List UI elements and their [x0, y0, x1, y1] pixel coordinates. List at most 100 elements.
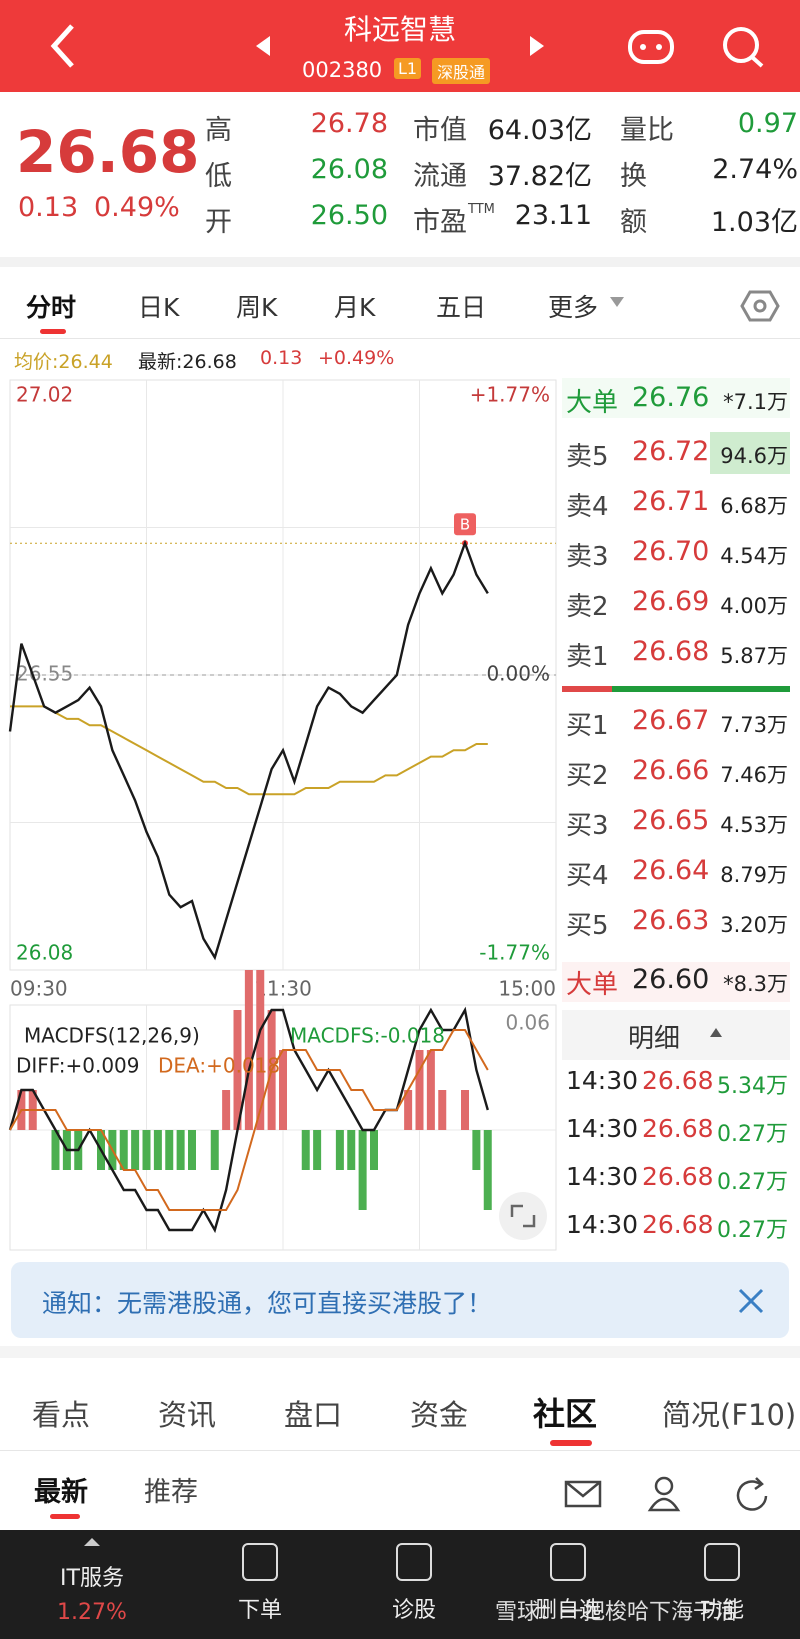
- book-label: 大单: [566, 388, 619, 418]
- chart-tab[interactable]: 五日: [436, 293, 487, 322]
- book-volume: 8.79万: [720, 863, 788, 887]
- refresh-icon[interactable]: [736, 1477, 768, 1511]
- series-line: [8, 539, 489, 961]
- book-price: 26.65: [632, 805, 710, 836]
- stat-label: 市盈: [413, 207, 467, 238]
- book-volume: 3.20万: [720, 913, 788, 937]
- stat-value: 64.03亿: [487, 115, 592, 146]
- trades-title[interactable]: 明细: [628, 1024, 681, 1054]
- book-label: 买1: [566, 711, 609, 741]
- chart-tab[interactable]: 周K: [236, 293, 278, 322]
- book-label: 卖1: [566, 642, 609, 672]
- mail-icon[interactable]: [564, 1480, 602, 1508]
- stat-label: 低: [205, 161, 232, 192]
- book-volume: 7.46万: [720, 763, 788, 787]
- sector-name[interactable]: IT服务: [60, 1566, 124, 1591]
- macd-bar: [426, 1050, 435, 1130]
- marker-badge: [454, 513, 476, 536]
- book-price: 26.63: [632, 905, 710, 936]
- sub-tab[interactable]: 最新: [34, 1477, 88, 1508]
- macd-bar: [142, 1130, 151, 1170]
- book-price: 26.60: [632, 964, 710, 995]
- section-tab[interactable]: 看点: [32, 1398, 91, 1432]
- user-icon[interactable]: [647, 1476, 681, 1512]
- nav-label[interactable]: 诊股: [391, 1598, 436, 1623]
- trades-header-bg: [562, 1010, 790, 1060]
- stock-code: 002380: [302, 58, 383, 82]
- change-pct: 0.49%: [94, 192, 180, 223]
- expand-button[interactable]: [499, 1192, 547, 1240]
- section-tab[interactable]: 盘口: [284, 1398, 343, 1432]
- badge: 深股通: [432, 58, 491, 84]
- book-volume: 4.54万: [720, 544, 788, 568]
- stat-label: 量比: [620, 115, 674, 146]
- nav-icon[interactable]: [550, 1543, 586, 1581]
- robot-icon[interactable]: [628, 30, 674, 64]
- nav-label[interactable]: 功能: [699, 1598, 744, 1623]
- tab-caret: [610, 297, 624, 307]
- book-label: 买3: [566, 811, 609, 841]
- feed-icons: [564, 1476, 768, 1512]
- stat-label: 高: [205, 115, 232, 146]
- series-line: [10, 705, 488, 796]
- sub-tab[interactable]: 推荐: [144, 1477, 198, 1508]
- back-icon[interactable]: [50, 24, 74, 68]
- macd-bar: [131, 1130, 140, 1170]
- chart-tab[interactable]: 更多: [548, 293, 599, 322]
- macd-title: MACDFS(12,26,9): [24, 1024, 200, 1048]
- book-volume: 4.53万: [720, 813, 788, 837]
- trades-caret: [710, 1028, 722, 1037]
- book-volume: 5.87万: [720, 644, 788, 668]
- chart-tab[interactable]: 月K: [334, 293, 376, 322]
- macd-bar: [210, 1130, 219, 1170]
- nav-label[interactable]: 删自选: [534, 1598, 601, 1623]
- book-price: 26.76: [632, 382, 710, 413]
- close-icon[interactable]: [736, 1286, 766, 1316]
- settings-icon[interactable]: [740, 288, 780, 324]
- macd-bar: [176, 1130, 185, 1170]
- x-tick-label: 09:30: [10, 977, 68, 1001]
- book-price: 26.68: [632, 636, 710, 667]
- trade-volume: 0.27万: [717, 1122, 788, 1147]
- stat-value: 1.03亿: [710, 207, 798, 238]
- macd-bar: [358, 1130, 367, 1210]
- nav-label[interactable]: 下单: [237, 1598, 282, 1623]
- book-label: 卖4: [566, 492, 609, 522]
- section-tab[interactable]: 社区: [533, 1395, 598, 1433]
- book-volume: *8.3万: [723, 972, 788, 996]
- search-icon[interactable]: [723, 27, 764, 68]
- macd-bar: [461, 1090, 469, 1130]
- chart-tab[interactable]: 分时: [26, 293, 77, 322]
- section-tab[interactable]: 资金: [410, 1398, 469, 1432]
- macd-bar: [165, 1130, 174, 1170]
- section-tab[interactable]: 资讯: [158, 1398, 217, 1432]
- macd-bar: [404, 1090, 413, 1130]
- divider: [0, 338, 800, 339]
- macd-fs: MACDFS:-0.018: [290, 1024, 445, 1048]
- last-price: 26.68: [16, 118, 200, 186]
- macd-bar: [279, 1050, 287, 1130]
- nav-icon[interactable]: [396, 1543, 432, 1581]
- trade-time: 14:30: [566, 1114, 639, 1143]
- book-price: 26.64: [632, 855, 710, 886]
- chart-tab[interactable]: 日K: [138, 293, 180, 322]
- macd-dea: DEA:+0.018: [158, 1054, 280, 1078]
- book-split-green: [612, 686, 790, 692]
- y2-tick-label: 0.00%: [486, 662, 550, 686]
- nav-icon[interactable]: [242, 1543, 278, 1581]
- section-tab[interactable]: 简况(F10): [662, 1398, 797, 1432]
- sector-pct: 1.27%: [57, 1600, 127, 1625]
- latest-pct: +0.49%: [318, 347, 395, 369]
- macd-bar: [222, 1090, 231, 1130]
- notice-bar[interactable]: [11, 1262, 789, 1338]
- book-volume: *7.1万: [723, 390, 788, 414]
- next-icon[interactable]: [530, 36, 544, 56]
- stat-value: 26.08: [310, 154, 388, 185]
- stat-label: 换: [620, 161, 647, 192]
- macd-bar: [438, 1090, 447, 1130]
- prev-icon[interactable]: [256, 36, 270, 56]
- stat-label: 额: [620, 207, 647, 238]
- macd-bar: [153, 1130, 162, 1170]
- nav-icon[interactable]: [704, 1543, 740, 1581]
